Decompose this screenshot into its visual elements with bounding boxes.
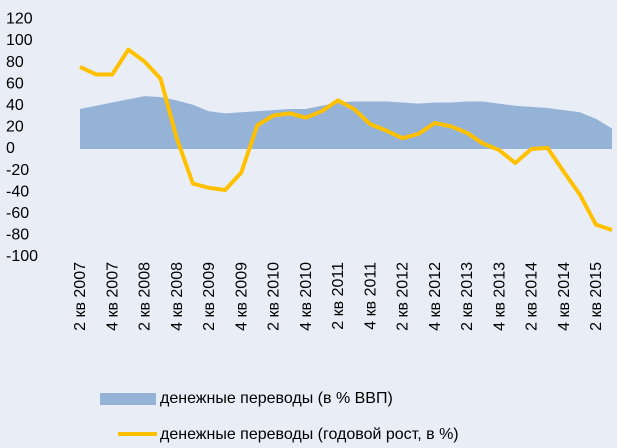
y-tick-label: 80 bbox=[6, 54, 24, 71]
x-tick-label: 2 кв 2008 bbox=[137, 262, 154, 331]
x-tick-label: 2 кв 2011 bbox=[330, 262, 347, 330]
legend-label: денежные переводы (годовой рост, в %) bbox=[160, 426, 459, 443]
y-tick-label: -80 bbox=[6, 227, 29, 244]
y-tick-label: -60 bbox=[6, 205, 29, 222]
y-tick-label: 40 bbox=[6, 97, 24, 114]
x-tick-label: 2 кв 2007 bbox=[72, 262, 89, 331]
y-tick-label: 60 bbox=[6, 75, 24, 92]
y-tick-label: 100 bbox=[6, 32, 33, 49]
x-tick-label: 2 кв 2010 bbox=[266, 262, 283, 331]
x-tick-label: 2 кв 2013 bbox=[459, 262, 476, 331]
x-tick-label: 4 кв 2008 bbox=[169, 262, 186, 331]
y-tick-label: 0 bbox=[6, 140, 15, 157]
y-tick-label: -100 bbox=[6, 248, 38, 265]
x-tick-label: 4 кв 2014 bbox=[556, 262, 573, 331]
line bbox=[79, 47, 613, 232]
x-tick-label: 4 кв 2012 bbox=[427, 262, 444, 331]
x-tick-label: 4 кв 2013 bbox=[491, 262, 508, 331]
x-tick-label: 4 кв 2011 bbox=[362, 262, 379, 330]
area bbox=[80, 96, 612, 149]
x-tick-label: 4 кв 2009 bbox=[233, 262, 250, 331]
y-tick-label: -20 bbox=[6, 162, 29, 179]
legend-swatch bbox=[100, 393, 156, 405]
x-tick-label: 4 кв 2010 bbox=[298, 262, 315, 331]
y-tick-label: 20 bbox=[6, 119, 24, 136]
x-tick-label: 2 кв 2009 bbox=[201, 262, 218, 331]
x-tick-label: 2 кв 2015 bbox=[588, 262, 605, 331]
legend-label: денежные переводы (в % ВВП) bbox=[160, 390, 393, 407]
x-tick-label: 2 кв 2014 bbox=[524, 262, 541, 331]
y-tick-label: -40 bbox=[6, 183, 29, 200]
x-tick-label: 4 кв 2007 bbox=[104, 262, 121, 331]
y-tick-label: 120 bbox=[6, 11, 33, 28]
x-tick-label: 2 кв 2012 bbox=[395, 262, 412, 331]
